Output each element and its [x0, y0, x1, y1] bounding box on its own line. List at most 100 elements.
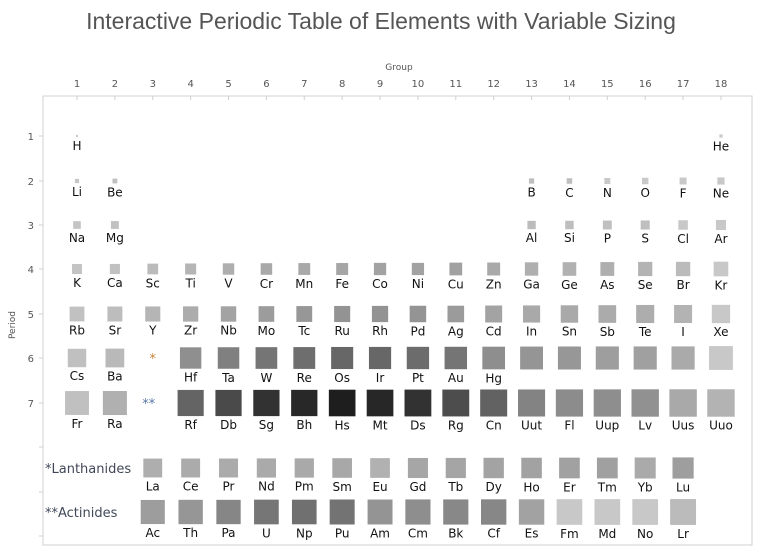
element-square-Ni: [411, 262, 425, 276]
element-symbol: Sg: [259, 418, 274, 432]
element-symbol: Eu: [372, 480, 387, 494]
element-symbol: U: [262, 526, 271, 540]
element-square-Cd: [485, 305, 503, 323]
element-symbol: Te: [638, 325, 652, 339]
element-symbol: V: [224, 277, 233, 291]
element-square-Ti: [185, 263, 197, 275]
element-square-W: [255, 347, 278, 369]
element-square-Ca: [109, 263, 120, 275]
x-tick-label: 3: [150, 79, 156, 90]
element-square-Tm: [596, 457, 618, 479]
element-symbol: Cr: [260, 277, 273, 291]
element-symbol: Sm: [333, 480, 352, 494]
element-symbol: Co: [372, 277, 388, 291]
element-symbol: Ba: [107, 369, 123, 383]
element-square-Rf: [177, 389, 204, 417]
element-square-Bh: [291, 389, 318, 417]
element-symbol: Ag: [448, 324, 464, 338]
element-square-He: [719, 134, 723, 138]
element-square-Tl: [520, 346, 543, 370]
element-square-Li: [74, 178, 80, 184]
element-square-O: [642, 177, 649, 185]
element-square-Uus: [669, 389, 697, 417]
element-symbol: Y: [148, 324, 157, 338]
element-symbol: Zn: [486, 277, 502, 291]
element-symbol: K: [73, 276, 82, 290]
element-symbol: Ir: [376, 371, 385, 385]
x-tick-label: 1: [74, 79, 80, 90]
x-tick-label: 16: [639, 79, 652, 90]
element-square-Kr: [713, 261, 729, 277]
element-square-Hs: [328, 389, 356, 417]
element-symbol: Xe: [713, 325, 728, 339]
element-symbol: Ca: [107, 276, 123, 290]
element-symbol: Na: [69, 231, 85, 245]
element-symbol: Se: [638, 278, 653, 292]
element-symbol: Si: [564, 231, 575, 245]
element-symbol: Pd: [410, 324, 425, 338]
element-symbol: Pa: [221, 526, 235, 540]
element-symbol: Nd: [258, 480, 275, 494]
element-symbol: Lr: [677, 527, 689, 541]
element-square-Lr: [670, 499, 697, 525]
element-symbol: Tm: [597, 480, 617, 494]
element-square-U: [254, 499, 279, 525]
x-tick-label: 10: [412, 79, 425, 90]
element-symbol: Pr: [223, 479, 235, 493]
element-square-Co: [373, 262, 387, 276]
element-symbol: Md: [598, 527, 616, 541]
element-symbol: Cn: [486, 419, 502, 433]
element-symbol: He: [713, 140, 729, 154]
element-square-Na: [73, 221, 81, 229]
element-square-Bi: [595, 346, 619, 370]
y-tick-label: 3: [28, 221, 34, 232]
element-square-V: [222, 263, 235, 275]
element-symbol: Bh: [296, 418, 312, 432]
x-tick-label: 12: [487, 79, 500, 90]
element-symbol: Np: [296, 526, 313, 540]
actinides-label: **Actinides: [45, 506, 118, 521]
x-tick-label: 14: [563, 79, 576, 90]
element-square-Am: [367, 499, 393, 525]
lanthanide-marker: *: [150, 352, 157, 367]
element-square-Hf: [179, 347, 202, 369]
element-symbol: Gd: [409, 480, 426, 494]
element-symbol: Pm: [295, 480, 314, 494]
y-tick-label: 4: [28, 265, 34, 276]
x-tick-label: 5: [225, 79, 231, 90]
element-square-Ce: [181, 458, 201, 478]
element-square-Tb: [445, 457, 466, 479]
element-square-Pd: [409, 305, 427, 323]
element-square-Db: [215, 389, 242, 417]
element-symbol: Li: [72, 185, 82, 199]
element-symbol: As: [600, 278, 614, 292]
element-square-Cu: [449, 262, 463, 276]
element-square-Np: [291, 499, 317, 525]
element-square-At: [671, 346, 695, 370]
element-symbol: Db: [220, 418, 237, 432]
element-square-Hg: [482, 346, 506, 370]
y-tick-label: 2: [28, 177, 34, 188]
element-symbol: Mo: [258, 324, 276, 338]
element-square-Sm: [332, 458, 352, 478]
element-symbol: Sc: [146, 276, 160, 290]
element-symbol: Hg: [485, 371, 502, 385]
element-square-Ne: [717, 177, 725, 185]
element-square-Cn: [480, 389, 508, 417]
element-symbol: Lv: [638, 419, 652, 433]
element-square-Ir: [368, 346, 392, 370]
x-tick-label: 11: [449, 79, 462, 90]
element-square-Ra: [102, 390, 127, 416]
element-symbol: C: [565, 186, 573, 200]
element-square-N: [604, 178, 611, 184]
element-symbol: Nb: [220, 324, 237, 338]
element-symbol: O: [640, 186, 649, 200]
element-square-Be: [112, 178, 118, 184]
element-square-Md: [594, 499, 621, 525]
element-symbol: Ru: [334, 324, 349, 338]
element-square-Cm: [405, 499, 431, 525]
element-square-Bk: [443, 499, 469, 525]
element-symbol: Ac: [145, 526, 160, 540]
element-symbol: Uup: [595, 419, 619, 433]
element-square-Uup: [593, 389, 621, 417]
